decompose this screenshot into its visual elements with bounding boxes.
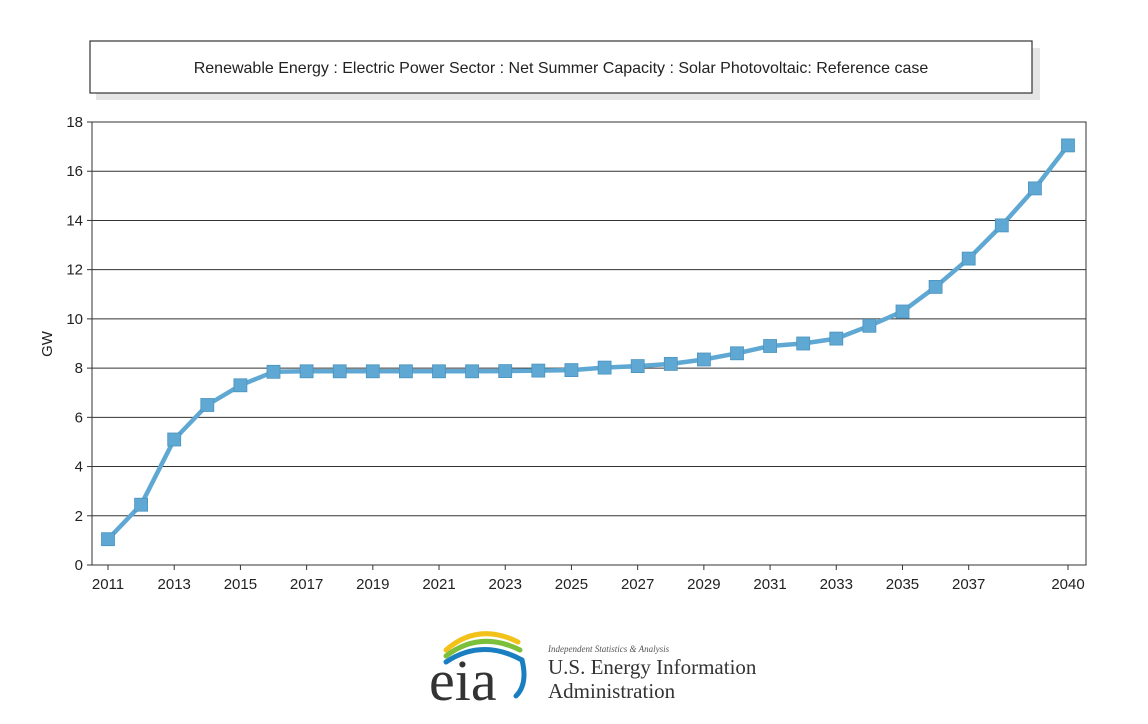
data-point [597, 360, 612, 375]
x-tick-label: 2011 [92, 576, 124, 593]
y-tick-label: 14 [66, 212, 83, 229]
y-tick-label: 4 [75, 459, 83, 476]
data-point [697, 352, 711, 367]
x-tick-label: 2037 [952, 576, 985, 593]
data-point [299, 364, 314, 379]
data-point [1061, 138, 1075, 153]
data-point [200, 398, 215, 412]
data-point [365, 364, 380, 379]
data-point [961, 251, 976, 266]
data-point [398, 364, 413, 379]
gridlines [92, 170, 1086, 517]
y-axis: 0 2 4 6 8 10 12 14 16 18 [66, 114, 92, 574]
data-point [498, 364, 513, 379]
x-tick-label: 2019 [356, 576, 389, 593]
plot-area [91, 121, 1087, 566]
x-tick-label: 2025 [555, 576, 588, 593]
x-tick-label: 2017 [290, 576, 323, 593]
eia-name-line-2: Administration [548, 679, 676, 703]
data-point [994, 218, 1009, 233]
data-point [134, 497, 149, 512]
data-point [233, 378, 248, 393]
data-point [531, 363, 546, 378]
y-tick-label: 16 [66, 163, 83, 180]
eia-wordmark: eia [429, 648, 497, 713]
chart-title-box: Renewable Energy : Electric Power Sector… [89, 40, 1040, 100]
y-tick-label: 6 [75, 409, 83, 426]
data-point [730, 346, 744, 361]
x-axis: 2011 2013 2015 2017 2019 2021 2023 2025 2027 2029… [92, 565, 1085, 593]
data-point [101, 532, 115, 547]
data-point [564, 363, 579, 378]
data-point [763, 339, 777, 353]
x-tick-label: 2033 [820, 576, 853, 593]
data-point [796, 336, 811, 351]
y-tick-label: 18 [66, 114, 83, 131]
data-point [167, 432, 182, 447]
data-point [862, 318, 877, 333]
x-tick-label: 2015 [224, 576, 257, 593]
data-point [1028, 181, 1042, 196]
eia-swoosh-icon [443, 631, 527, 699]
eia-name-line-1: U.S. Energy Information [548, 655, 757, 679]
data-point [266, 364, 281, 379]
data-point [332, 364, 347, 379]
data-point [630, 359, 645, 374]
eia-tagline: Independent Statistics & Analysis [547, 644, 670, 654]
data-point [432, 364, 446, 379]
data-point [928, 279, 943, 294]
y-axis-label: GW [39, 330, 56, 357]
x-tick-label: 2013 [158, 576, 191, 593]
y-tick-label: 8 [75, 360, 83, 377]
y-tick-label: 10 [66, 311, 83, 328]
data-point [663, 356, 678, 371]
x-tick-label: 2021 [422, 576, 455, 593]
eia-logo: eia Independent Statistics & Analysis U.… [429, 631, 757, 713]
y-tick-label: 0 [75, 557, 83, 574]
x-tick-label: 2027 [621, 576, 654, 593]
x-tick-label: 2023 [489, 576, 522, 593]
x-tick-label: 2029 [687, 576, 720, 593]
data-point [829, 331, 844, 346]
y-tick-label: 2 [75, 508, 83, 525]
y-tick-label: 12 [66, 262, 83, 279]
x-tick-label: 2035 [886, 576, 919, 593]
series-layer [101, 138, 1075, 547]
data-point [465, 364, 480, 379]
x-tick-label: 2040 [1051, 576, 1084, 593]
x-tick-label: 2031 [753, 576, 786, 593]
chart-title: Renewable Energy : Electric Power Sector… [194, 60, 929, 77]
data-point [895, 304, 910, 319]
